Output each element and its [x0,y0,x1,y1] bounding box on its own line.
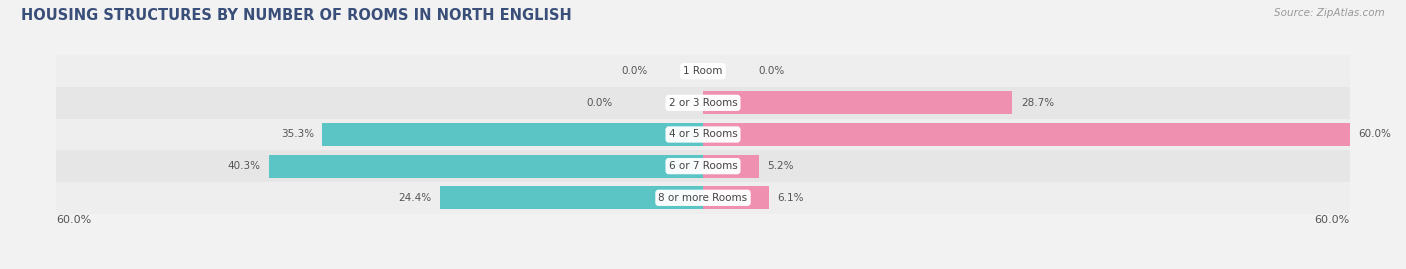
Bar [56,150,1350,182]
Text: 8 or more Rooms: 8 or more Rooms [658,193,748,203]
Text: 6.1%: 6.1% [778,193,804,203]
Text: 5.2%: 5.2% [768,161,794,171]
Bar [322,123,703,146]
Bar [703,91,1012,114]
Bar [56,182,1350,214]
Text: 2 or 3 Rooms: 2 or 3 Rooms [669,98,737,108]
Bar [269,155,703,178]
Bar [703,123,1350,146]
Bar [56,87,1350,119]
Bar [703,186,769,209]
Text: 60.0%: 60.0% [1358,129,1392,140]
Bar [440,186,703,209]
Text: 40.3%: 40.3% [226,161,260,171]
Text: 60.0%: 60.0% [56,215,91,225]
Text: 6 or 7 Rooms: 6 or 7 Rooms [669,161,737,171]
Bar [703,155,759,178]
Bar [56,55,1350,87]
Text: 0.0%: 0.0% [758,66,785,76]
Text: 24.4%: 24.4% [398,193,432,203]
Text: 60.0%: 60.0% [1315,215,1350,225]
Text: 4 or 5 Rooms: 4 or 5 Rooms [669,129,737,140]
Text: Source: ZipAtlas.com: Source: ZipAtlas.com [1274,8,1385,18]
Bar [56,119,1350,150]
Text: 28.7%: 28.7% [1021,98,1054,108]
Text: 0.0%: 0.0% [621,66,648,76]
Text: 0.0%: 0.0% [586,98,613,108]
Text: 35.3%: 35.3% [281,129,314,140]
Text: HOUSING STRUCTURES BY NUMBER OF ROOMS IN NORTH ENGLISH: HOUSING STRUCTURES BY NUMBER OF ROOMS IN… [21,8,572,23]
Text: 1 Room: 1 Room [683,66,723,76]
